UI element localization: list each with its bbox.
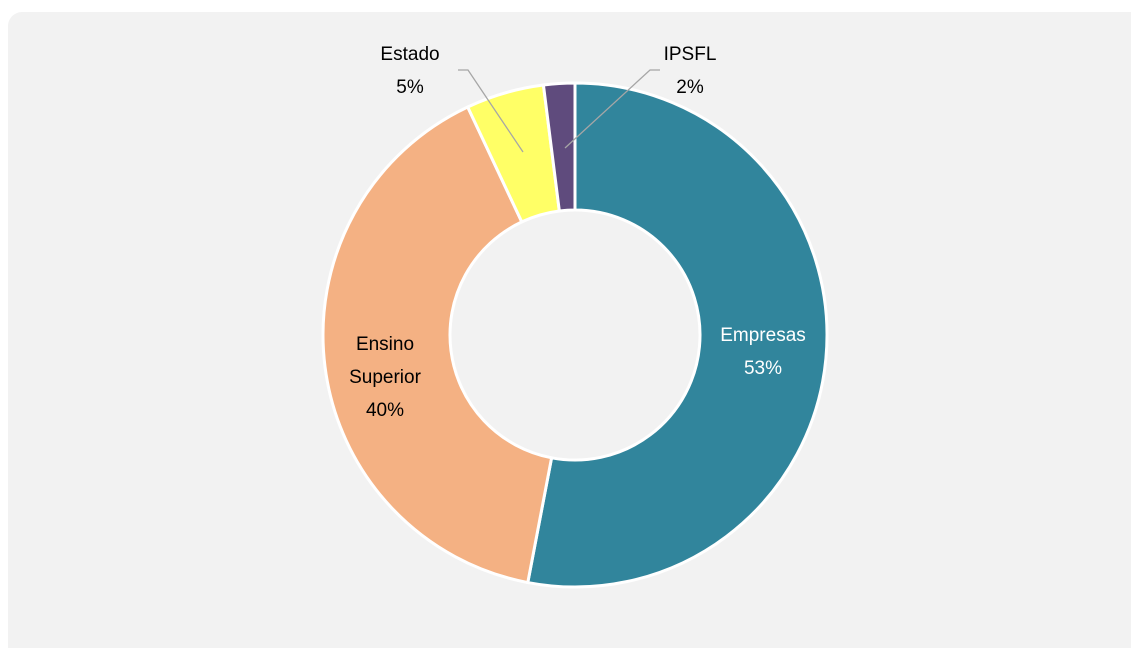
category-label-line: Superior: [349, 367, 421, 388]
category-label: Estado: [380, 44, 439, 65]
category-label-line: Ensino: [356, 334, 414, 355]
value-label: 2%: [676, 77, 704, 98]
leader-line: [564, 69, 660, 149]
chart-background: [8, 12, 1131, 653]
value-label: 40%: [366, 400, 404, 421]
category-label: Ensino Superior: [349, 334, 421, 388]
category-label: Empresas: [720, 325, 806, 346]
value-label: 5%: [396, 77, 424, 98]
donut-segment: [321, 104, 554, 585]
value-label: 53%: [744, 358, 782, 379]
donut-segment: [526, 81, 829, 589]
leader-line: [458, 69, 524, 153]
donut-segment: [541, 81, 577, 213]
category-label: IPSFL: [664, 44, 717, 65]
